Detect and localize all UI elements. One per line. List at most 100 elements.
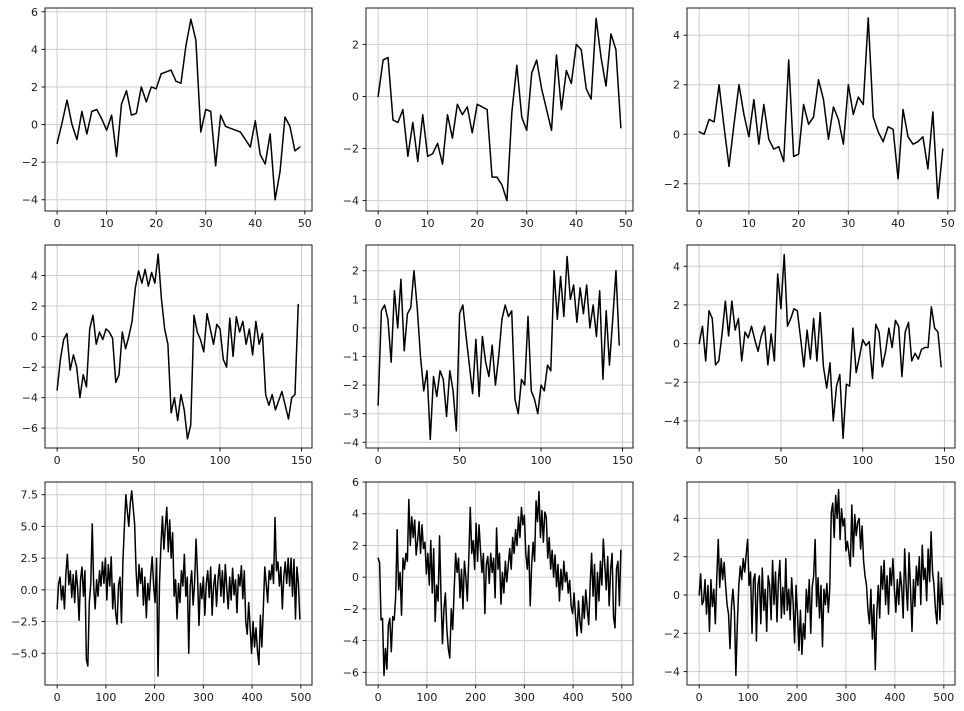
x-tick-label: 150 xyxy=(291,454,312,467)
x-tick-label: 50 xyxy=(132,454,146,467)
y-tick-label: 2 xyxy=(673,551,680,564)
y-tick-label: 0 xyxy=(31,331,38,344)
chart-canvas: 0 50 100 150 −4 −2 0 2 4 xyxy=(664,244,956,467)
y-tick-label: 4 xyxy=(673,29,680,42)
x-tick-label: 40 xyxy=(248,217,262,230)
x-tick-label: 0 xyxy=(375,217,382,230)
x-tick-label: 400 xyxy=(242,691,263,704)
x-tick-label: 100 xyxy=(531,454,552,467)
y-tick-label: 0 xyxy=(673,589,680,602)
y-tick-label: 0 xyxy=(31,119,38,132)
y-tick-label: 6 xyxy=(31,6,38,19)
x-tick-label: 30 xyxy=(520,217,534,230)
axes-spines xyxy=(365,7,634,212)
subplot-r3c1: 0 100 200 300 400 500 −5.0 −2.5 0.0 2.5 5.0 7.5 xyxy=(0,474,321,711)
x-tick-label: 20 xyxy=(792,217,806,230)
subplot-r2c1: 0 50 100 150 −6 −4 −2 0 2 4 xyxy=(0,237,321,474)
y-tick-label: 4 xyxy=(673,260,680,273)
x-tick-label: 200 xyxy=(465,691,486,704)
y-tick-label: −5.0 xyxy=(11,647,38,660)
y-tick-label: 0.0 xyxy=(21,584,39,597)
x-tick-label: 500 xyxy=(290,691,311,704)
axes-spines xyxy=(365,244,634,449)
y-tick-label: 4 xyxy=(352,508,359,521)
y-tick-label: 2 xyxy=(352,539,359,552)
x-tick-label: 50 xyxy=(774,454,788,467)
data-line xyxy=(56,490,301,677)
y-tick-label: −2 xyxy=(664,178,680,191)
y-tick-label: 5.0 xyxy=(21,520,39,533)
x-tick-label: 10 xyxy=(421,217,435,230)
y-tick-label: −4 xyxy=(22,194,38,207)
data-line xyxy=(56,253,299,440)
x-tick-label: 0 xyxy=(375,454,382,467)
axes-spines xyxy=(44,244,313,449)
y-tick-label: 0 xyxy=(352,322,359,335)
y-tick-label: 6 xyxy=(352,476,359,489)
data-line xyxy=(698,17,944,200)
x-tick-label: 400 xyxy=(884,691,905,704)
x-tick-label: 100 xyxy=(416,691,437,704)
data-line xyxy=(377,255,620,441)
y-tick-label: −2 xyxy=(22,361,38,374)
y-tick-label: −2 xyxy=(343,143,359,156)
x-tick-label: 0 xyxy=(54,454,61,467)
y-tick-label: −2 xyxy=(343,603,359,616)
y-tick-label: −4 xyxy=(343,436,359,449)
y-tick-label: 2 xyxy=(673,79,680,92)
y-tick-label: −3 xyxy=(343,408,359,421)
x-tick-label: 300 xyxy=(514,691,535,704)
x-tick-label: 300 xyxy=(835,691,856,704)
y-tick-label: 1 xyxy=(352,293,359,306)
x-tick-label: 100 xyxy=(95,691,116,704)
x-tick-label: 20 xyxy=(149,217,163,230)
y-tick-label: 0 xyxy=(673,128,680,141)
y-tick-label: 2 xyxy=(31,81,38,94)
chart-canvas: 0 10 20 30 40 50 −4 −2 0 2 4 6 xyxy=(22,6,313,230)
y-tick-label: 2 xyxy=(352,265,359,278)
y-tick-label: 2 xyxy=(673,299,680,312)
x-tick-label: 500 xyxy=(933,691,954,704)
chart-canvas: 0 10 20 30 40 50 −4 −2 0 2 xyxy=(343,7,634,230)
x-tick-label: 20 xyxy=(470,217,484,230)
x-tick-label: 40 xyxy=(569,217,583,230)
y-tick-label: 4 xyxy=(31,43,38,56)
y-tick-label: −2.5 xyxy=(11,616,38,629)
y-tick-label: −4 xyxy=(343,195,359,208)
y-tick-label: −1 xyxy=(343,351,359,364)
subplot-r1c2: 0 10 20 30 40 50 −4 −2 0 2 xyxy=(321,0,642,237)
y-tick-label: 0 xyxy=(352,571,359,584)
x-tick-label: 400 xyxy=(563,691,584,704)
data-line xyxy=(698,488,944,677)
x-tick-label: 100 xyxy=(738,691,759,704)
y-tick-label: −4 xyxy=(22,392,38,405)
x-tick-label: 30 xyxy=(841,217,855,230)
y-tick-label: 2.5 xyxy=(21,552,39,565)
axes-spines xyxy=(686,244,956,449)
x-tick-label: 200 xyxy=(787,691,808,704)
subplot-r3c2: 0 100 200 300 400 500 −6 −4 −2 0 2 4 6 xyxy=(321,474,642,711)
y-tick-label: 4 xyxy=(673,512,680,525)
x-tick-label: 30 xyxy=(199,217,213,230)
y-tick-label: −4 xyxy=(343,635,359,648)
x-tick-label: 0 xyxy=(54,217,61,230)
x-tick-label: 50 xyxy=(298,217,312,230)
x-tick-label: 300 xyxy=(193,691,214,704)
data-line xyxy=(698,253,942,440)
x-tick-label: 0 xyxy=(54,691,61,704)
x-tick-label: 10 xyxy=(742,217,756,230)
axes-spines xyxy=(44,481,313,686)
x-tick-label: 40 xyxy=(891,217,905,230)
axes-spines xyxy=(686,7,956,212)
x-tick-label: 50 xyxy=(941,217,955,230)
data-line xyxy=(377,17,622,202)
x-tick-label: 0 xyxy=(375,691,382,704)
axes-spines xyxy=(686,481,956,686)
y-tick-label: 0 xyxy=(352,90,359,103)
data-line xyxy=(377,490,622,677)
axes-spines xyxy=(365,481,634,686)
x-tick-label: 0 xyxy=(696,217,703,230)
x-tick-label: 0 xyxy=(696,691,703,704)
y-tick-label: 2 xyxy=(352,38,359,51)
